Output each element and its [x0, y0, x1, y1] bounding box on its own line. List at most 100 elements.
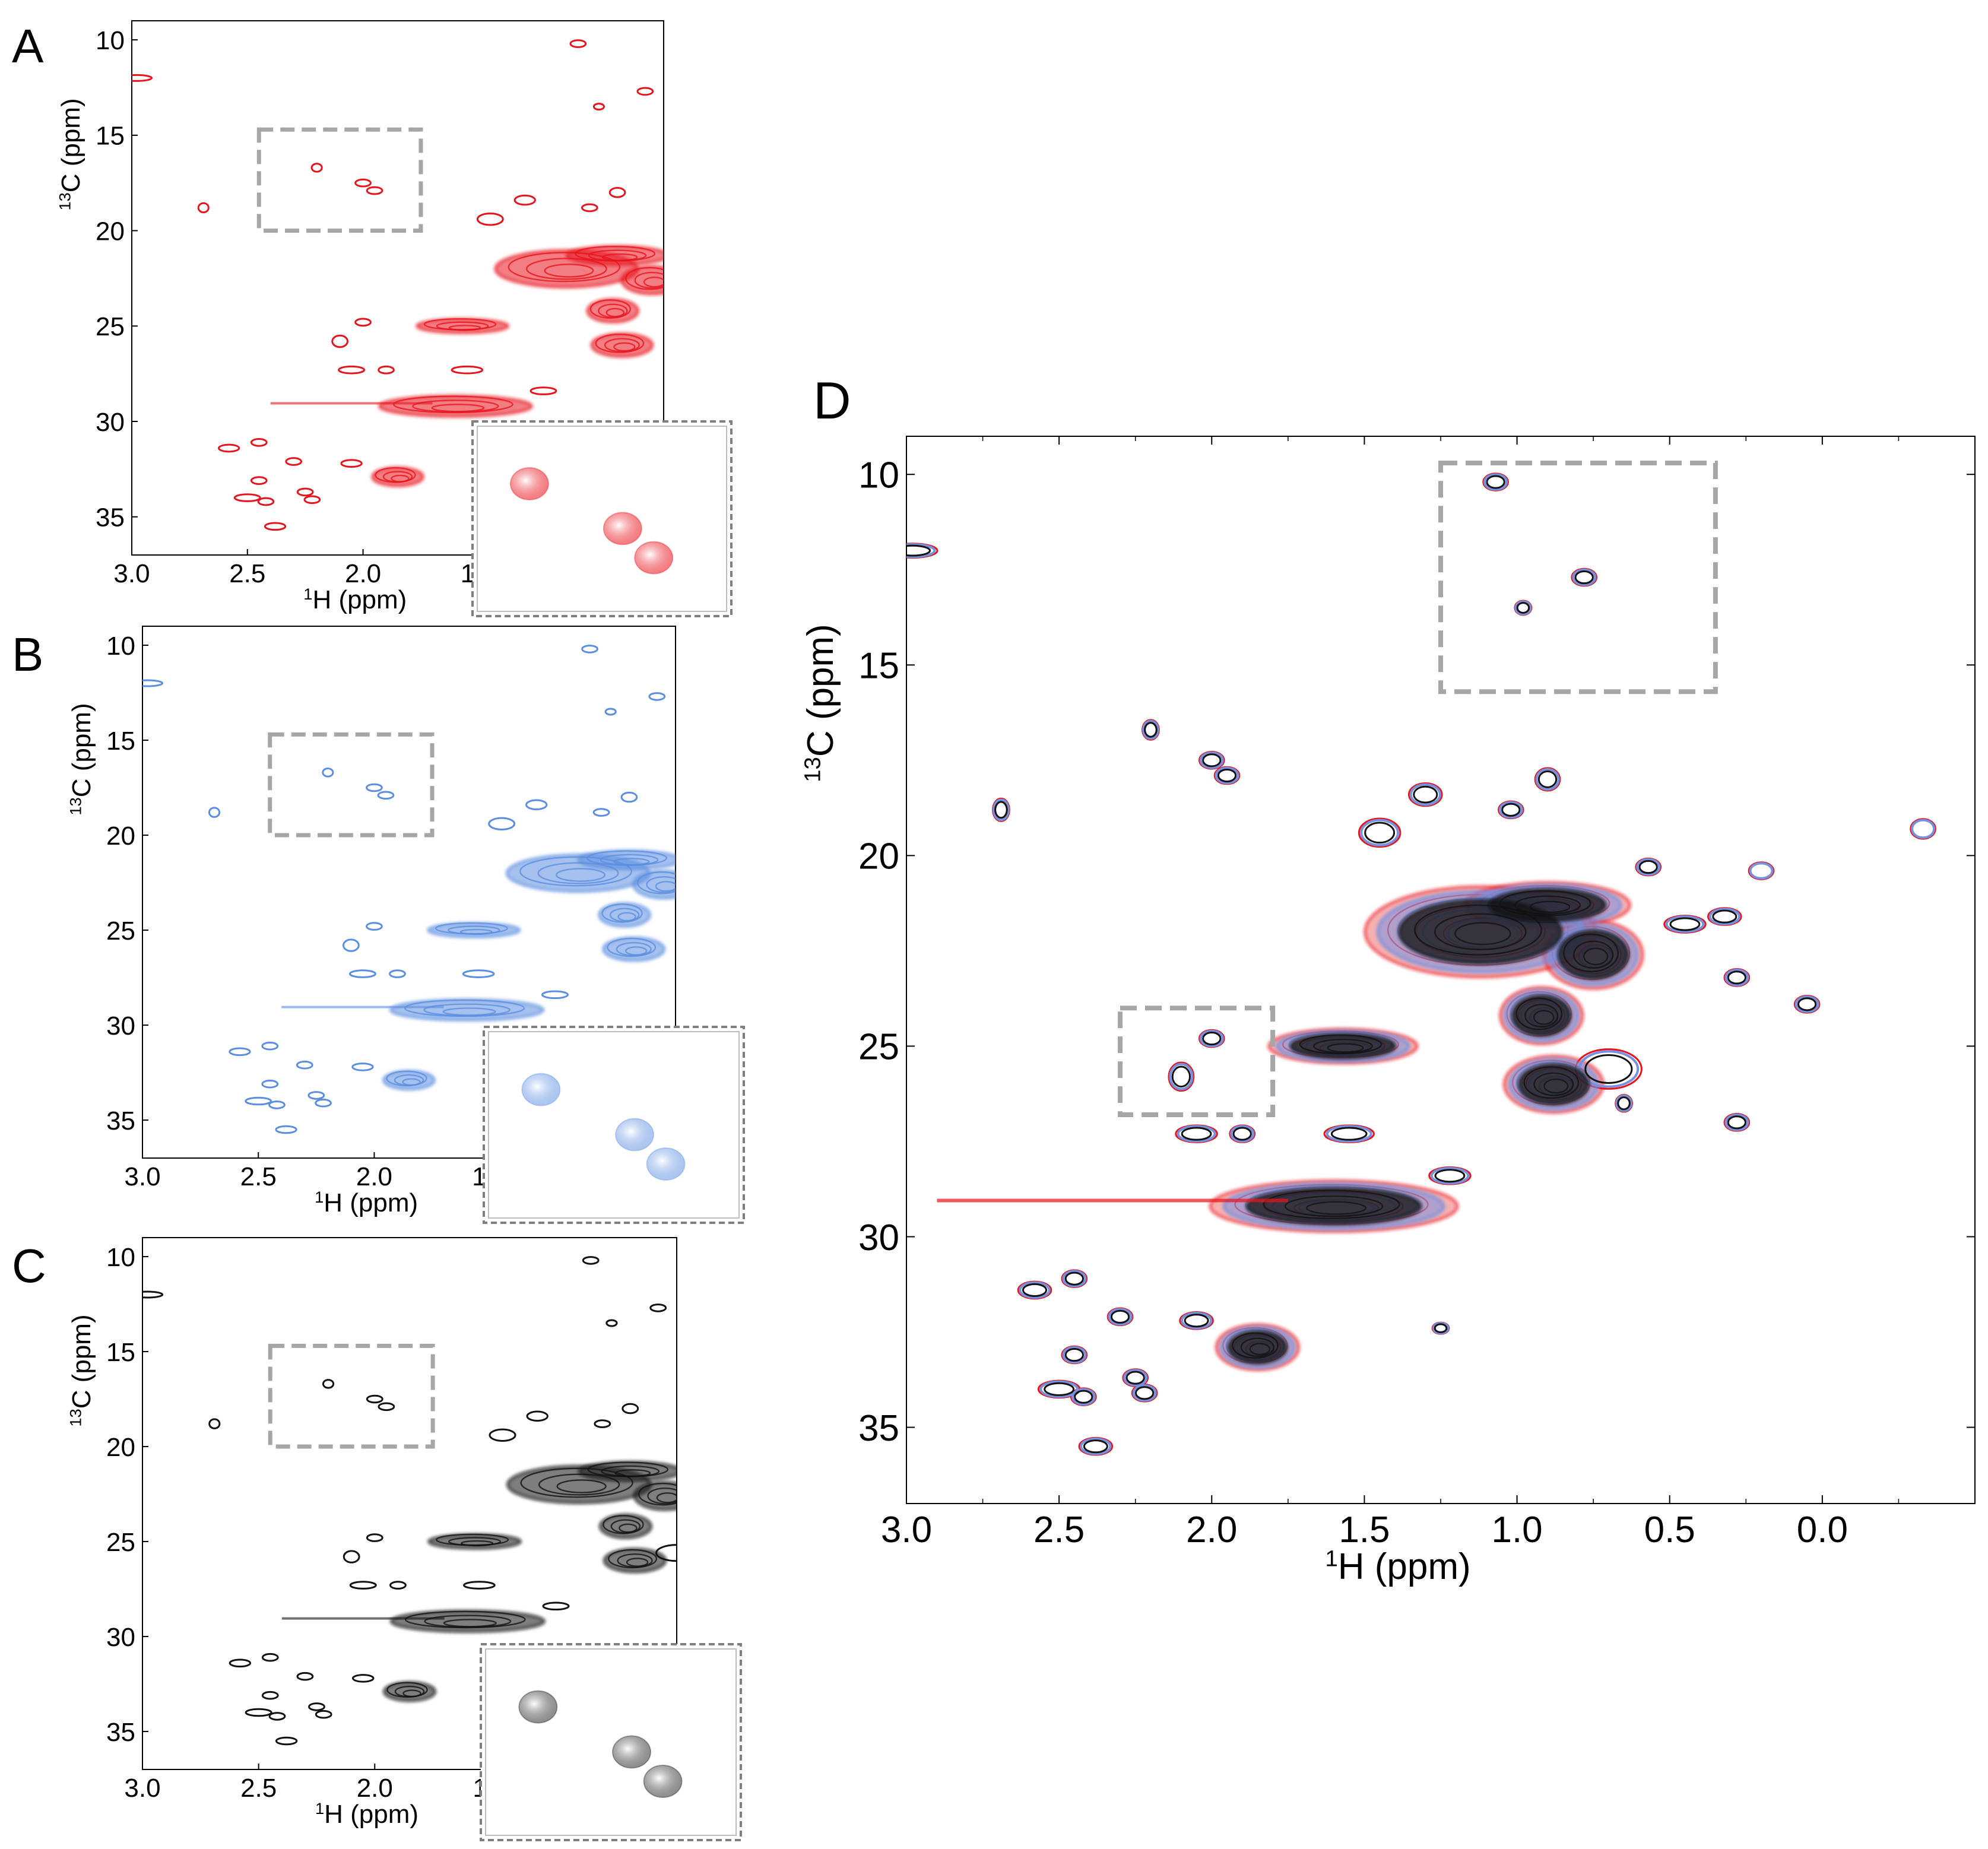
- nmr-peak: [389, 969, 406, 978]
- nmr-peak: [1572, 568, 1597, 586]
- nmr-peak: [1911, 819, 1936, 839]
- y-tick-label: 25: [106, 1528, 135, 1557]
- nmr-peak-contour: [608, 1549, 658, 1569]
- nmr-peak: [581, 645, 598, 654]
- inset-inner-frame: [477, 426, 727, 612]
- x-tick-label: 3.0: [124, 1774, 160, 1803]
- nmr-peak: [1134, 1386, 1155, 1400]
- nmr-peak: [296, 1060, 313, 1070]
- x-axis-title: 1H (ppm): [315, 1799, 418, 1829]
- inset-peak: [615, 1118, 655, 1152]
- nmr-peak: [142, 1290, 164, 1299]
- nmr-peak: [261, 1079, 279, 1089]
- nmr-peak: [1168, 1061, 1195, 1092]
- nmr-peak: [1022, 1283, 1048, 1297]
- nmr-peak: [582, 1256, 600, 1265]
- nmr-peak: [1518, 1063, 1590, 1105]
- nmr-peak-contour: [598, 303, 628, 318]
- nmr-peak: [1330, 1127, 1368, 1141]
- nmr-peak: [340, 459, 363, 468]
- nmr-peak-contour: [1454, 922, 1511, 946]
- nmr-peak-contour: [605, 307, 625, 318]
- nmr-peak: [307, 1091, 325, 1100]
- noise-streak: [281, 1617, 445, 1620]
- nmr-peak: [1534, 767, 1561, 792]
- nmr-peak-contour: [1573, 940, 1614, 969]
- nmr-peak-contour: [520, 1467, 633, 1498]
- nmr-peak-contour: [613, 858, 650, 866]
- y-tick-label: 25: [858, 1027, 899, 1068]
- nmr-peak: [229, 1658, 252, 1668]
- inset-frame: [480, 1643, 742, 1841]
- nmr-peak: [541, 990, 569, 1000]
- nmr-peak-contour: [448, 325, 481, 331]
- y-tick-label: 10: [106, 632, 135, 661]
- inset-frame: [483, 1026, 745, 1224]
- nmr-peak: [1181, 1127, 1212, 1141]
- x-axis-title: 1H (ppm): [1325, 1546, 1470, 1587]
- nmr-peak-contour: [1312, 1038, 1373, 1054]
- inset-peak: [612, 1735, 652, 1769]
- y-tick-label: 15: [96, 122, 125, 151]
- y-tick-label: 35: [106, 1106, 135, 1136]
- spectrum-A: [132, 39, 664, 531]
- nmr-peak: [1578, 1050, 1640, 1088]
- nmr-peak: [377, 791, 395, 800]
- nmr-peak: [296, 1672, 314, 1681]
- nmr-peak-contour: [402, 1689, 421, 1698]
- nmr-peak: [1434, 1323, 1448, 1333]
- nmr-peak: [525, 799, 548, 811]
- y-tick-label: 25: [96, 312, 125, 341]
- nmr-peak: [275, 1736, 298, 1746]
- nmr-peak-contour: [391, 474, 410, 483]
- nmr-peak-contour: [459, 928, 493, 935]
- nmr-peak: [1228, 1330, 1288, 1365]
- nmr-peak-contour: [656, 1492, 677, 1504]
- inset-inner-frame: [488, 1031, 740, 1219]
- x-tick-label: 1.5: [1339, 1509, 1390, 1550]
- nmr-peak-contour: [646, 876, 676, 893]
- inset-peak: [509, 467, 549, 500]
- nmr-peak: [1064, 1347, 1085, 1362]
- nmr-peak-contour: [647, 1487, 677, 1505]
- nmr-peak: [389, 1581, 407, 1590]
- nmr-peak-contour: [537, 862, 619, 884]
- nmr-peak: [308, 1702, 325, 1711]
- y-tick-label: 15: [106, 1338, 135, 1367]
- y-tick-label: 15: [106, 727, 135, 756]
- nmr-peak: [542, 1601, 570, 1611]
- nmr-peak-contour: [544, 264, 594, 278]
- nmr-peak: [1501, 803, 1521, 817]
- nmr-peak: [1413, 785, 1438, 804]
- nmr-peak: [1516, 602, 1530, 614]
- spectrum-B: [142, 645, 676, 1134]
- nmr-peak: [1514, 600, 1532, 616]
- nmr-peak-contour: [616, 941, 652, 957]
- nmr-peak: [366, 1394, 383, 1404]
- nmr-peak: [1232, 1127, 1252, 1141]
- nmr-peak: [463, 1581, 496, 1590]
- y-tick-label: 30: [106, 1011, 135, 1041]
- nmr-peak-contour: [634, 271, 664, 289]
- nmr-peak: [1409, 783, 1441, 806]
- nmr-peak-contour: [617, 912, 636, 922]
- nmr-peak-contour: [638, 1482, 677, 1506]
- nmr-peak-contour: [443, 1619, 497, 1628]
- nmr-peak: [592, 808, 610, 817]
- nmr-peak-contour: [1305, 1201, 1367, 1215]
- noise-streak: [270, 402, 433, 405]
- nmr-peak: [233, 493, 261, 502]
- nmr-peak-contour: [1327, 1043, 1364, 1053]
- x-tick-label: 3.0: [124, 1162, 160, 1191]
- nmr-peak: [1558, 930, 1629, 980]
- nmr-peak: [197, 202, 210, 214]
- nmr-peak-contour: [1240, 1337, 1274, 1357]
- nmr-peak-contour: [519, 856, 633, 887]
- nmr-peak-contour: [603, 1515, 644, 1534]
- panel-label: C: [12, 1239, 46, 1292]
- nmr-peak: [1044, 1382, 1075, 1396]
- nmr-peak: [1123, 1369, 1148, 1387]
- nmr-peak: [217, 443, 240, 453]
- nmr-peak: [338, 365, 366, 375]
- nmr-peak-contour: [617, 1553, 653, 1568]
